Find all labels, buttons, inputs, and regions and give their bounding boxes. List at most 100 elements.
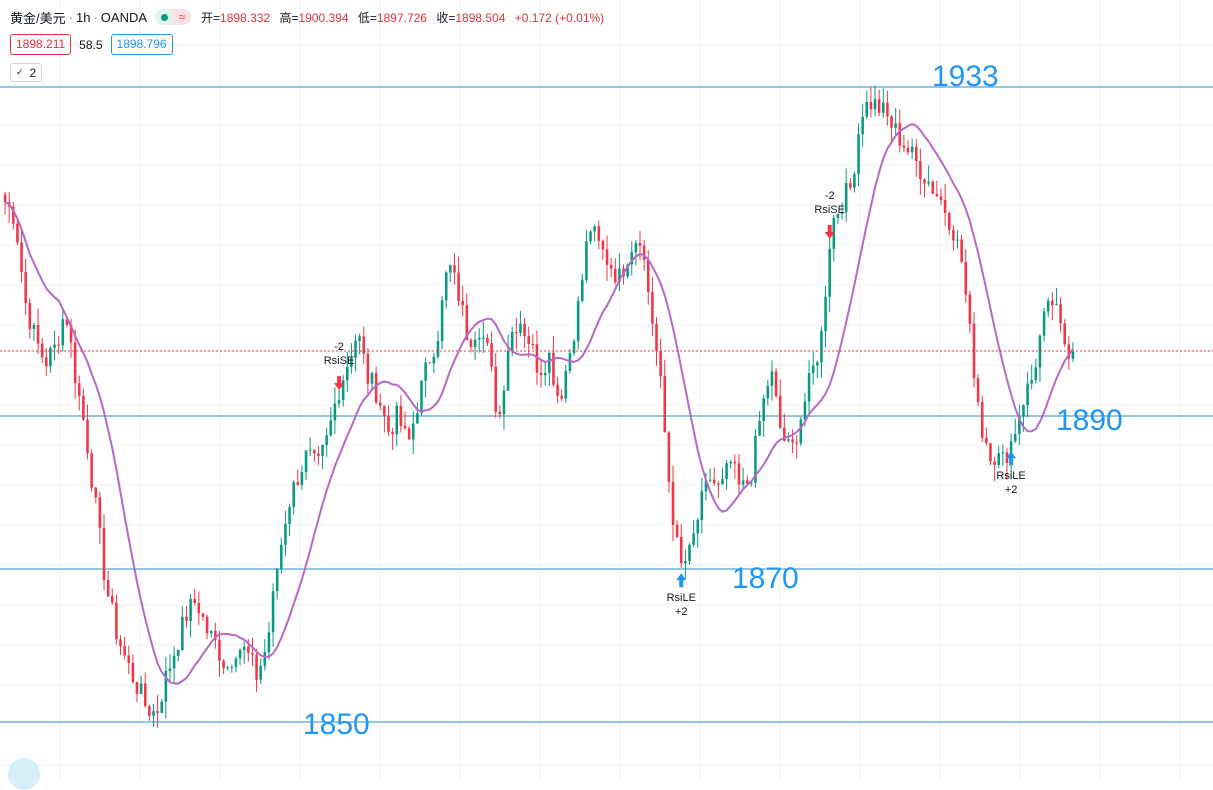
- level-label-1850: 1850: [303, 708, 370, 741]
- candle-body: [923, 179, 926, 184]
- candle-body: [1038, 335, 1042, 368]
- candle-body: [890, 116, 893, 128]
- candle-body: [898, 123, 902, 146]
- candle-body: [857, 134, 860, 175]
- candle-body: [894, 123, 897, 128]
- candle-body: [952, 229, 955, 241]
- candle-body: [325, 435, 328, 445]
- candle-body: [515, 331, 518, 333]
- candle-body: [366, 353, 370, 384]
- candle-body: [115, 602, 118, 640]
- change-value: +0.172 (+0.01%): [514, 10, 605, 25]
- candle-body: [960, 239, 963, 263]
- tradingview-logo-icon[interactable]: [8, 758, 40, 790]
- candle-body: [486, 337, 489, 344]
- candle-body: [774, 371, 778, 396]
- low-value: 1897.726: [376, 10, 427, 25]
- candle-body: [490, 343, 493, 367]
- signal-rsise: -2 RsiSE: [814, 190, 845, 239]
- candle-body: [613, 268, 617, 283]
- dot-icon[interactable]: [155, 9, 174, 25]
- indicators-toggle-button[interactable]: ✓ 2: [10, 63, 43, 82]
- candle-body: [288, 506, 291, 524]
- signal-label: RsiLE: [996, 470, 1025, 482]
- ask-button[interactable]: 1898.796: [110, 34, 173, 55]
- candle-body: [725, 463, 728, 479]
- candle-body: [766, 385, 770, 399]
- candle-body: [444, 272, 448, 301]
- arrow-up-icon: [1006, 451, 1017, 466]
- candle-body: [156, 711, 159, 714]
- candle-body: [552, 352, 555, 385]
- candle-body: [436, 341, 440, 357]
- candle-body: [964, 262, 968, 295]
- level-label-1870: 1870: [732, 562, 799, 595]
- interval-label[interactable]: 1h: [75, 9, 91, 25]
- exchange-label: OANDA: [100, 9, 148, 25]
- candle-body: [32, 325, 36, 329]
- candle-body: [440, 300, 444, 342]
- candle-body: [110, 596, 114, 603]
- signal-label: RsiSE: [814, 204, 845, 216]
- candle-body: [1030, 380, 1033, 384]
- symbol-name[interactable]: 黄金/美元: [10, 10, 66, 26]
- candle-body: [1026, 383, 1029, 406]
- candle-body: [98, 497, 102, 528]
- candle-body: [519, 323, 522, 333]
- candle-body: [28, 302, 32, 329]
- candle-body: [659, 351, 662, 377]
- candle-body: [692, 533, 695, 545]
- candle-body: [358, 336, 361, 341]
- candle-body: [927, 181, 930, 184]
- candle-body: [543, 372, 547, 376]
- candle-body: [296, 481, 300, 485]
- candle-body: [506, 350, 510, 391]
- candle-body: [164, 670, 168, 702]
- signal-qty: -2: [334, 341, 344, 353]
- candle-body: [869, 101, 873, 110]
- candle-body: [226, 667, 229, 669]
- candle-body: [770, 371, 774, 386]
- candle-body: [90, 453, 93, 488]
- candle-body: [787, 439, 790, 441]
- candle-body: [152, 711, 155, 716]
- candle-body: [313, 449, 316, 454]
- candle-body: [824, 296, 827, 332]
- candle-body: [391, 431, 394, 435]
- candle-body: [82, 395, 85, 420]
- candle-body: [453, 265, 456, 273]
- candle-body: [403, 425, 407, 429]
- arrow-down-icon: [824, 224, 835, 239]
- candle-body: [836, 213, 840, 219]
- candle-body: [308, 449, 312, 451]
- candle-body: [741, 480, 745, 485]
- visibility-toggle[interactable]: ≈: [155, 9, 192, 25]
- signal-label: RsiLE: [667, 592, 696, 604]
- candle-body: [432, 356, 436, 364]
- candle-body: [193, 599, 197, 603]
- candle-body: [980, 401, 984, 438]
- candle-body: [20, 242, 23, 273]
- candle-body: [985, 437, 988, 444]
- candle-body: [16, 223, 19, 243]
- bid-button[interactable]: 1898.211: [10, 34, 72, 55]
- candle-body: [362, 336, 366, 354]
- candle-body: [791, 439, 794, 443]
- wave-icon[interactable]: ≈: [173, 9, 192, 25]
- candle-body: [609, 264, 613, 269]
- signal-qty: -2: [825, 190, 835, 202]
- candle-body: [345, 366, 349, 381]
- signal-qty: +2: [1005, 484, 1018, 496]
- signal-rsise: -2 RsiSE: [324, 341, 354, 391]
- candle-body: [700, 491, 704, 520]
- candle-body: [844, 183, 848, 213]
- candle-body: [849, 183, 852, 188]
- candle-body: [292, 481, 295, 507]
- candle-body: [1022, 405, 1025, 417]
- signal-rsile: RsiLE +2: [667, 573, 696, 618]
- candle-body: [86, 419, 89, 454]
- candle-body: [572, 341, 576, 354]
- candle-body: [477, 337, 481, 340]
- candle-body: [737, 463, 741, 485]
